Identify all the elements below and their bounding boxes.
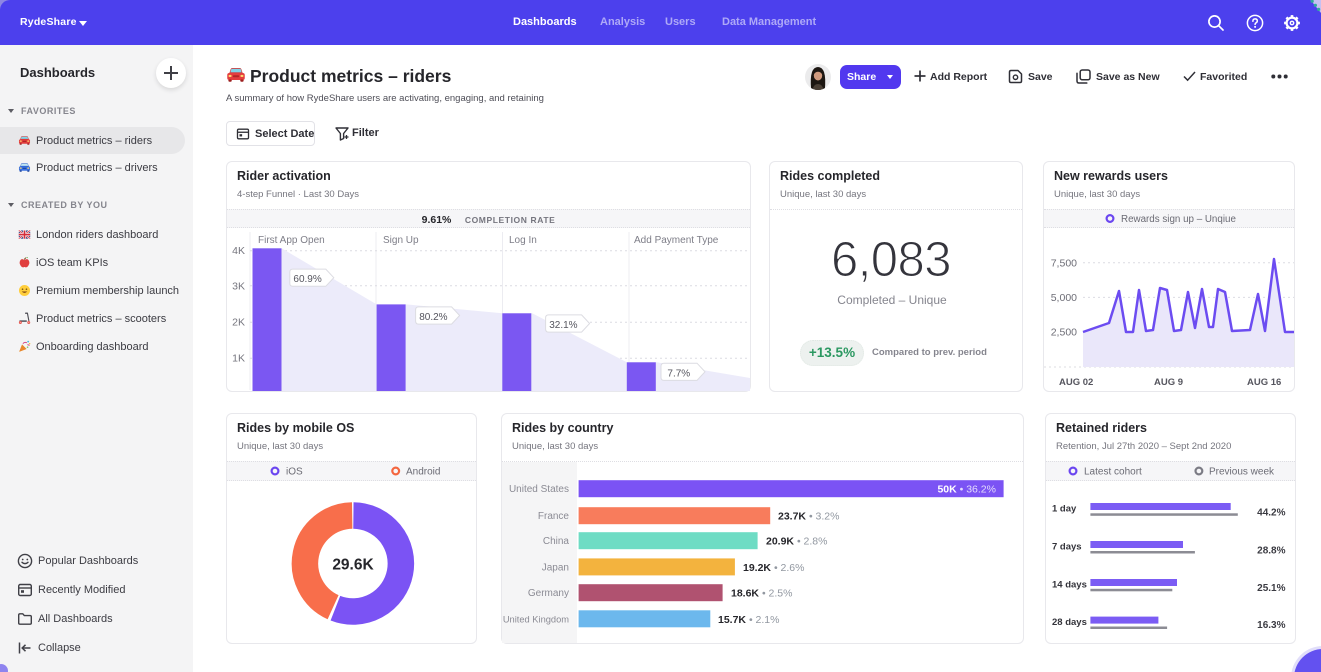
svg-text:AUG 9: AUG 9	[1154, 377, 1183, 388]
svg-text:Add Payment Type: Add Payment Type	[634, 235, 719, 246]
svg-text:50K • 36.2%: 50K • 36.2%	[937, 484, 996, 496]
svg-text:23.7K • 3.2%: 23.7K • 3.2%	[778, 511, 839, 523]
svg-text:Germany: Germany	[528, 588, 569, 599]
svg-text:3K: 3K	[232, 280, 245, 292]
svg-text:16.3%: 16.3%	[1257, 620, 1285, 631]
svg-text:28.8%: 28.8%	[1257, 546, 1285, 557]
svg-text:7 days: 7 days	[1052, 542, 1082, 553]
svg-text:Latest cohort: Latest cohort	[1084, 467, 1142, 478]
svg-text:Android: Android	[406, 467, 440, 478]
svg-text:First App Open: First App Open	[258, 235, 325, 246]
svg-text:28 days: 28 days	[1052, 617, 1087, 628]
svg-text:14 days: 14 days	[1052, 580, 1087, 591]
svg-text:Japan: Japan	[542, 562, 569, 573]
svg-text:United Kingdom: United Kingdom	[503, 614, 569, 624]
svg-text:Sign Up: Sign Up	[383, 235, 419, 246]
svg-text:1K: 1K	[232, 353, 245, 365]
svg-text:44.2%: 44.2%	[1257, 508, 1285, 519]
svg-text:France: France	[538, 511, 570, 522]
svg-text:2K: 2K	[232, 317, 245, 329]
svg-text:20.9K • 2.8%: 20.9K • 2.8%	[766, 536, 827, 548]
svg-text:2,500: 2,500	[1051, 327, 1077, 339]
svg-text:60.9%: 60.9%	[293, 274, 321, 285]
svg-text:80.2%: 80.2%	[419, 312, 447, 323]
svg-text:15.7K • 2.1%: 15.7K • 2.1%	[718, 614, 779, 626]
svg-text:AUG 16: AUG 16	[1247, 377, 1281, 388]
svg-text:29.6K: 29.6K	[332, 557, 374, 574]
svg-text:China: China	[543, 536, 570, 547]
svg-text:Log In: Log In	[509, 235, 537, 246]
svg-text:7,500: 7,500	[1051, 257, 1077, 269]
svg-text:18.6K • 2.5%: 18.6K • 2.5%	[731, 588, 792, 600]
svg-text:Previous week: Previous week	[1209, 467, 1275, 478]
svg-text:iOS: iOS	[286, 467, 303, 478]
svg-text:United States: United States	[509, 484, 569, 495]
svg-text:19.2K • 2.6%: 19.2K • 2.6%	[743, 562, 804, 574]
svg-text:32.1%: 32.1%	[549, 320, 577, 331]
svg-text:Rewards sign up – Unqiue: Rewards sign up – Unqiue	[1121, 214, 1236, 225]
svg-text:AUG 02: AUG 02	[1059, 377, 1093, 388]
svg-text:25.1%: 25.1%	[1257, 583, 1285, 594]
svg-text:5,000: 5,000	[1051, 292, 1077, 304]
svg-text:4K: 4K	[232, 245, 245, 257]
svg-text:7.7%: 7.7%	[667, 368, 690, 379]
svg-text:1 day: 1 day	[1052, 504, 1077, 515]
